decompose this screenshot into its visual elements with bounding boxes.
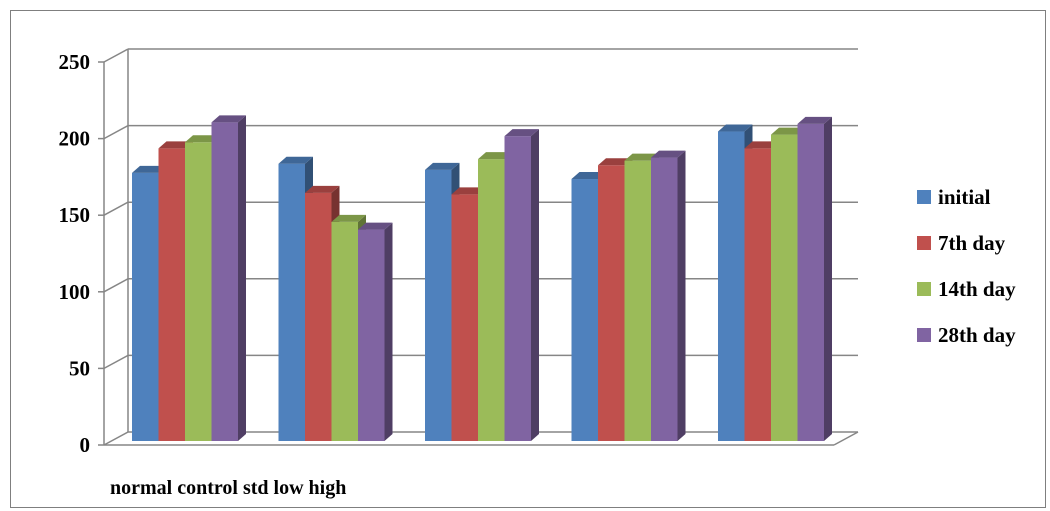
bar-top: [744, 141, 779, 149]
bar-front: [744, 148, 771, 441]
legend-swatch: [917, 236, 931, 250]
bar-top: [185, 135, 220, 143]
bar-front: [571, 179, 598, 441]
bar-top: [451, 187, 486, 195]
y-tick-label: 100: [59, 280, 91, 304]
bar-top: [158, 141, 193, 149]
bar-front: [425, 169, 452, 441]
bar-front: [132, 172, 159, 441]
legend-item: 14th day: [917, 277, 1016, 301]
bar-front: [185, 142, 212, 441]
bar-front: [771, 134, 798, 441]
bar-front: [478, 159, 505, 441]
bar-side: [384, 222, 393, 441]
y-tick-label: 0: [80, 433, 91, 457]
bar-front: [797, 123, 824, 441]
bar-top: [132, 165, 167, 173]
bar-front: [211, 122, 238, 442]
legend-label: initial: [938, 185, 991, 209]
legend-swatch: [917, 282, 931, 296]
bar-front: [451, 194, 478, 441]
bar-top: [651, 150, 686, 158]
y-tick-label: 150: [59, 203, 91, 227]
bar-layer: [132, 115, 832, 442]
bar-front: [598, 165, 625, 442]
bar-front: [624, 160, 651, 442]
bar-side: [531, 129, 539, 441]
bar-front: [278, 163, 305, 441]
bar-top: [571, 172, 606, 180]
y-tick-label: 200: [59, 127, 91, 151]
gridline-depth: [103, 48, 129, 63]
gridline-depth: [103, 124, 129, 140]
bar-front: [504, 136, 531, 441]
bar-side: [824, 116, 832, 441]
bar-side: [238, 115, 246, 442]
legend: initial 7th day 14th day 28th day: [917, 185, 1016, 347]
bar: [211, 115, 246, 442]
legend-item: initial: [917, 185, 991, 209]
bar-front: [331, 221, 358, 441]
gridline-depth: [103, 278, 129, 293]
legend-label: 7th day: [938, 231, 1006, 255]
bar-top: [771, 127, 806, 135]
bar-top: [718, 124, 753, 132]
bar-top: [598, 158, 633, 166]
bar-top: [278, 156, 313, 164]
legend-swatch: [917, 190, 931, 204]
bar-front: [305, 192, 332, 441]
bar: [797, 116, 832, 441]
bar-front: [358, 229, 385, 441]
gridline-depth: [103, 431, 129, 446]
gridline-depth: [103, 201, 129, 216]
axis-layer: 0 50 100 150 200 250: [59, 50, 859, 457]
bar-top: [358, 222, 393, 230]
bar-side: [677, 150, 686, 441]
bar-front: [651, 157, 678, 441]
y-tick-label: 50: [69, 356, 90, 380]
legend-swatch: [917, 328, 931, 342]
bar: [358, 222, 393, 441]
gridline-depth: [103, 354, 129, 370]
bar-top: [305, 185, 340, 193]
bar-top: [331, 214, 366, 222]
bar-top: [211, 115, 246, 123]
bar-top: [478, 152, 513, 160]
bar-top: [425, 162, 460, 170]
bar-top: [797, 116, 832, 124]
bar: [504, 129, 539, 441]
legend-label: 28th day: [938, 323, 1016, 347]
bar-front: [158, 148, 185, 441]
bar: [651, 150, 686, 441]
y-tick-label: 250: [59, 50, 91, 74]
floor-right-edge: [833, 431, 859, 446]
legend-item: 7th day: [917, 231, 1006, 255]
bar-top: [624, 153, 659, 161]
legend-item: 28th day: [917, 323, 1016, 347]
bar-top: [504, 129, 539, 137]
category-axis-label: normal control std low high: [110, 477, 346, 499]
bar-front: [718, 131, 745, 441]
legend-label: 14th day: [938, 277, 1016, 301]
